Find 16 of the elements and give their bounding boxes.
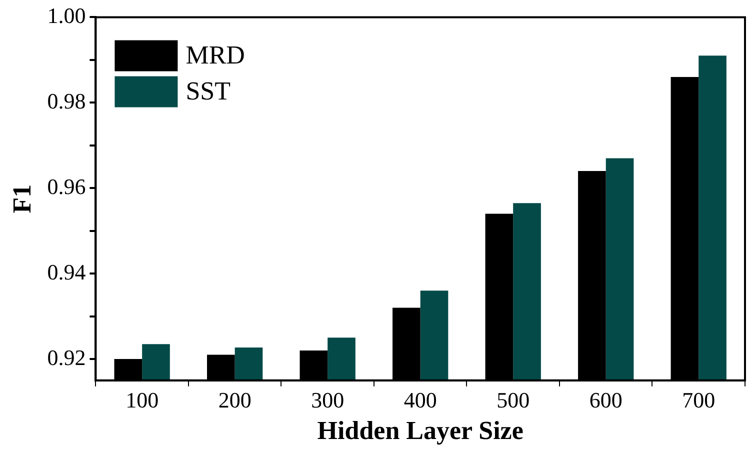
x-tick-label: 300: [311, 387, 344, 412]
x-axis-title: Hidden Layer Size: [317, 416, 524, 446]
x-tick-label: 400: [404, 387, 437, 412]
y-tick-label: 1.00: [47, 2, 86, 28]
y-tick-label: 0.98: [47, 88, 86, 114]
legend-label: SST: [186, 76, 231, 106]
x-tick-label: 500: [496, 387, 530, 412]
x-tick-label: 700: [682, 387, 716, 412]
legend-label: MRD: [186, 40, 245, 70]
y-tick-label: 0.92: [47, 344, 86, 370]
x-tick-label: 100: [126, 387, 159, 412]
y-axis-title: F1: [7, 184, 36, 214]
x-tick-label: 600: [589, 387, 622, 412]
y-tick-label: 0.96: [47, 174, 86, 199]
x-tick-label: 200: [218, 387, 252, 412]
y-tick-label: 0.94: [47, 259, 86, 284]
